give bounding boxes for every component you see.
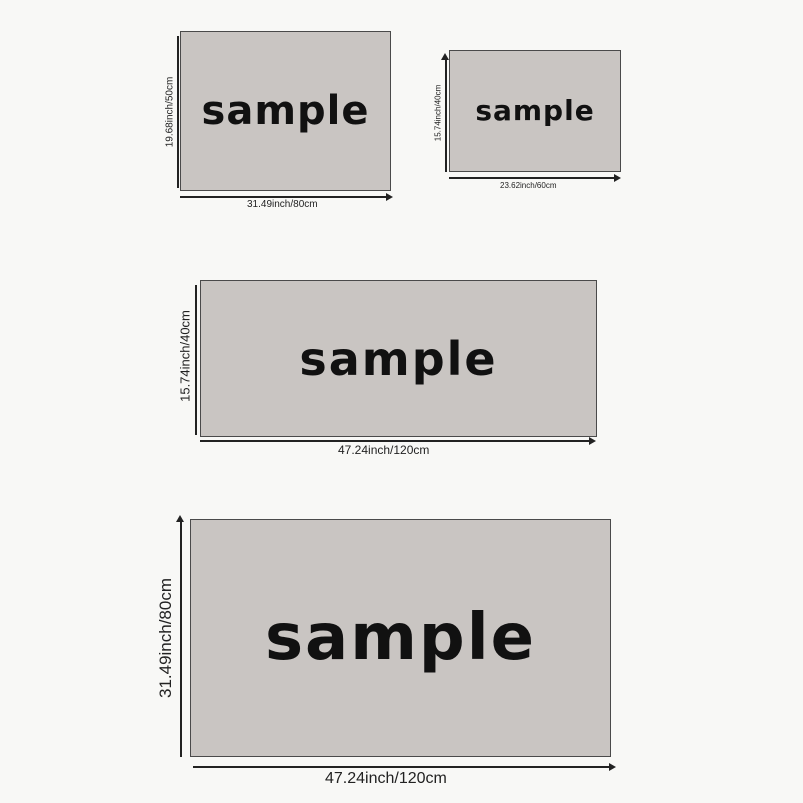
width-dimension-line (180, 196, 386, 198)
height-dimension-line (177, 36, 179, 188)
height-dimension-line (195, 285, 197, 435)
sample-text: sample (201, 88, 370, 134)
width-label: 47.24inch/120cm (325, 770, 447, 787)
width-dimension-line (200, 440, 589, 442)
width-arrow-head (589, 437, 596, 445)
sample-text: sample (264, 601, 537, 675)
height-label: 31.49inch/80cm (156, 577, 175, 699)
width-label: 23.62inch/60cm (500, 181, 557, 190)
width-arrow-head (386, 193, 393, 201)
height-dimension-line (180, 521, 182, 757)
height-dimension-line (445, 59, 447, 172)
width-dimension-line (449, 177, 614, 179)
sample-text: sample (475, 94, 595, 127)
width-dimension-line (193, 766, 609, 768)
rug-panel-80x50: sample (180, 31, 391, 191)
height-label: 15.74inch/40cm (433, 84, 443, 142)
rug-panel-120x80: sample (190, 519, 611, 757)
width-arrow-head (609, 763, 616, 771)
sample-text: sample (299, 331, 498, 386)
rug-panel-60x40: sample (449, 50, 621, 172)
width-label: 31.49inch/80cm (247, 199, 318, 210)
rug-panel-120x40: sample (200, 280, 597, 437)
height-arrow-head (441, 53, 449, 60)
height-arrow-head (176, 515, 184, 522)
height-label: 19.68inch/50cm (164, 76, 176, 148)
width-label: 47.24inch/120cm (338, 443, 430, 457)
width-arrow-head (614, 174, 621, 182)
height-label: 15.74inch/40cm (177, 310, 193, 402)
